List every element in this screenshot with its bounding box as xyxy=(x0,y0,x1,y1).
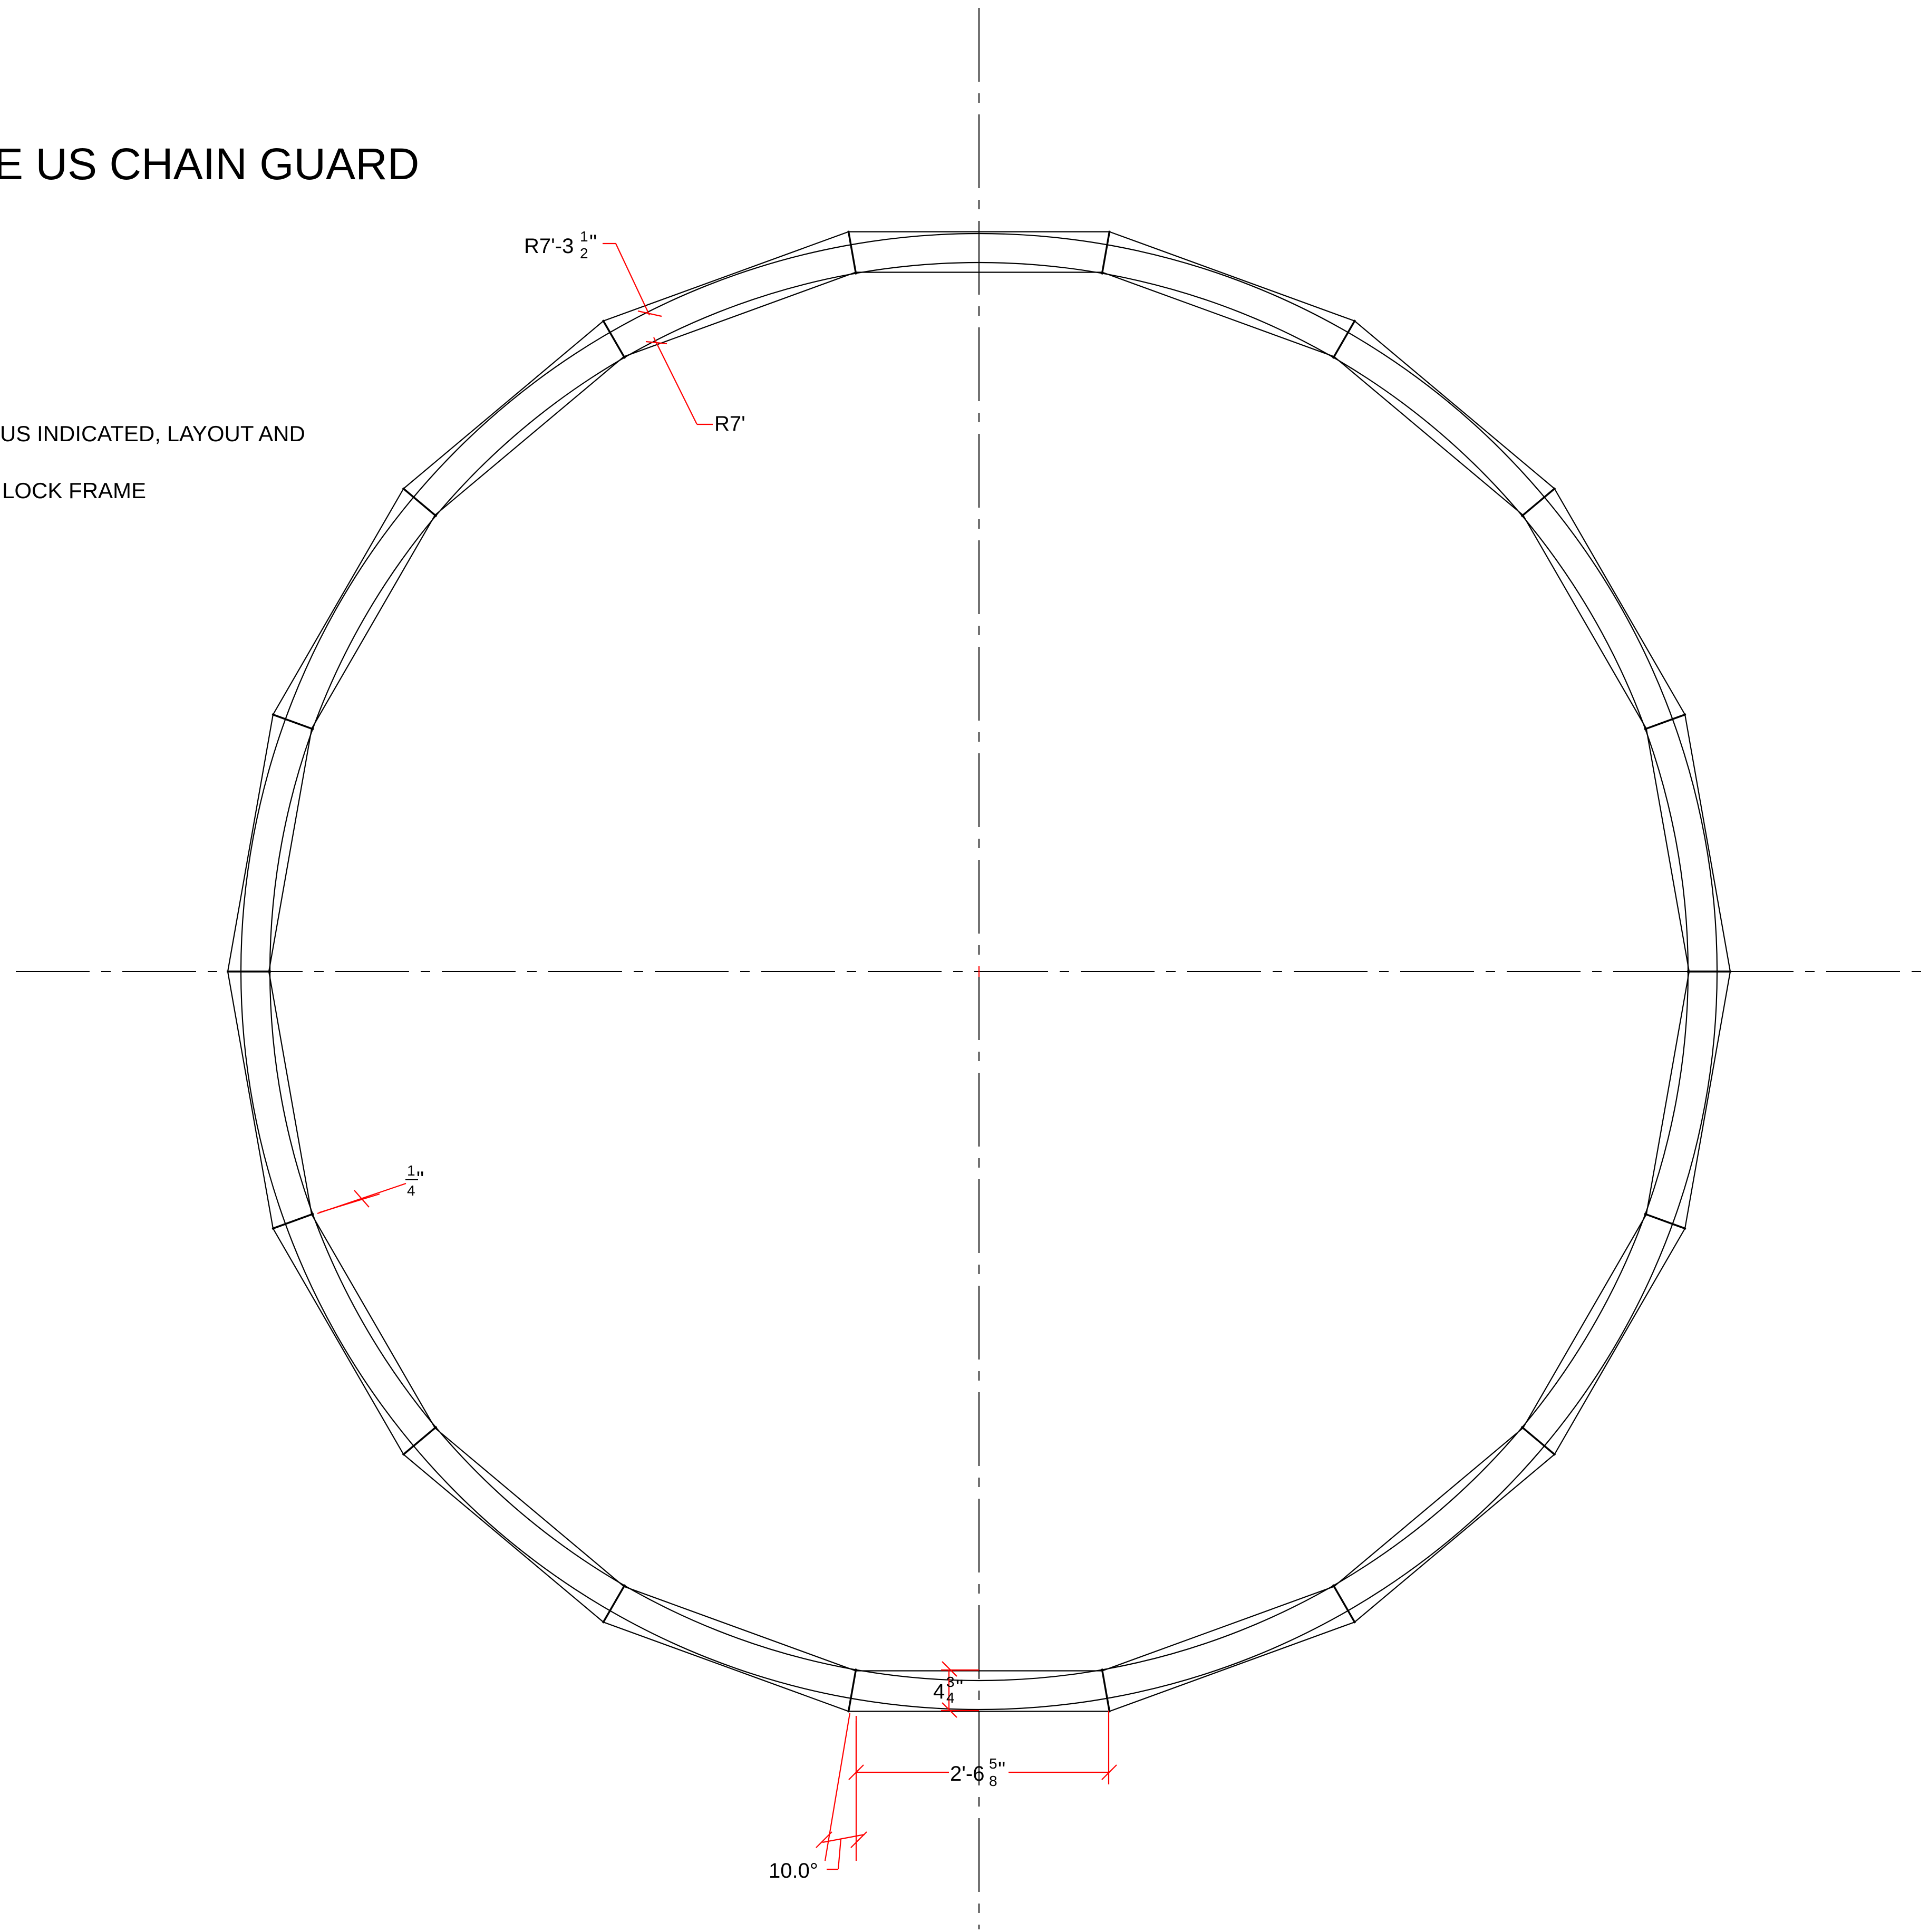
outer-radius-leader xyxy=(615,243,650,316)
svg-text:R7'-3: R7'-3 xyxy=(524,235,574,258)
svg-text:": " xyxy=(416,1168,424,1191)
thickness-label: 1 4 " xyxy=(405,1162,424,1199)
segment-joint xyxy=(272,1212,314,1230)
drawing-note-1: US INDICATED, LAYOUT AND xyxy=(0,421,305,446)
segment-joint xyxy=(847,230,857,275)
svg-text:2'-6: 2'-6 xyxy=(950,1762,984,1785)
chord-length-label: 2'-6 5 8 " xyxy=(950,1755,1005,1789)
svg-text:4: 4 xyxy=(407,1182,415,1199)
segment-joint xyxy=(402,487,438,518)
svg-text:4: 4 xyxy=(946,1690,955,1706)
angle-label: 10.0° xyxy=(769,1859,818,1882)
angle-leader xyxy=(837,1838,842,1870)
segment-joint xyxy=(1332,1584,1356,1624)
segment-joint xyxy=(1332,319,1356,359)
width-tick xyxy=(942,1661,957,1677)
chord-tick xyxy=(1101,1764,1117,1780)
segment-joint xyxy=(1644,713,1686,731)
svg-text:3: 3 xyxy=(946,1674,955,1690)
svg-text:2: 2 xyxy=(580,245,588,261)
svg-text:4: 4 xyxy=(933,1680,945,1703)
svg-text:": " xyxy=(998,1758,1005,1781)
inner-radius-leader xyxy=(653,337,697,425)
outer-radius-tick xyxy=(637,310,662,317)
segment-joint xyxy=(402,1425,438,1456)
svg-text:5: 5 xyxy=(989,1755,997,1772)
angle-extension xyxy=(824,1713,851,1861)
outer-radius-label: R7'-3 1 2 " xyxy=(524,228,597,261)
angle-tick xyxy=(816,1831,832,1848)
segment-joint xyxy=(1520,487,1556,518)
segment-joint xyxy=(272,713,314,731)
angle-tick xyxy=(850,1831,867,1848)
segment-joint xyxy=(1101,1668,1111,1713)
segment-joint xyxy=(847,1668,857,1713)
segment-joint xyxy=(602,1584,626,1624)
drawing-title: E US CHAIN GUARD xyxy=(0,139,419,189)
thickness-tick xyxy=(354,1190,370,1208)
inner-radius-tick xyxy=(645,341,667,345)
inner-radius-label: R7' xyxy=(714,412,745,435)
segment-joint xyxy=(1101,230,1111,275)
svg-text:1: 1 xyxy=(580,228,588,245)
svg-text:8: 8 xyxy=(989,1773,997,1789)
chain-guard-ring xyxy=(227,230,1731,1713)
width-label: 4 3 4 " xyxy=(933,1674,963,1706)
svg-text:1: 1 xyxy=(407,1162,415,1179)
drawing-note-2: LOCK FRAME xyxy=(2,478,146,503)
segment-joint xyxy=(1644,1212,1686,1230)
segment-joint xyxy=(1520,1425,1556,1456)
segment-joint xyxy=(602,319,626,359)
thickness-arrow xyxy=(319,1193,380,1213)
svg-text:": " xyxy=(589,231,597,254)
angle-arc xyxy=(822,1833,865,1843)
svg-text:": " xyxy=(956,1676,963,1699)
dimension-lines xyxy=(317,242,1117,1870)
